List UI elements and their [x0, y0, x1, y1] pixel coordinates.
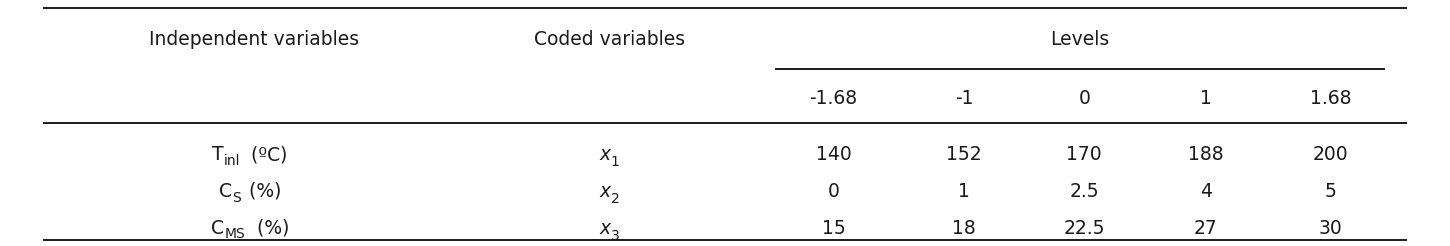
Text: inl: inl: [223, 154, 241, 168]
Text: 4: 4: [1201, 182, 1212, 201]
Text: 140: 140: [816, 145, 851, 164]
Text: 170: 170: [1066, 145, 1102, 164]
Text: S: S: [232, 191, 241, 205]
Text: 18: 18: [953, 219, 976, 238]
Text: 200: 200: [1312, 145, 1348, 164]
Text: (ºC): (ºC): [245, 145, 287, 164]
Text: -1: -1: [954, 89, 973, 108]
Text: Independent variables: Independent variables: [149, 30, 360, 49]
Text: 1: 1: [1201, 89, 1212, 108]
Text: 27: 27: [1193, 219, 1218, 238]
Text: 30: 30: [1318, 219, 1343, 238]
Text: x: x: [599, 182, 610, 201]
Text: 1: 1: [958, 182, 970, 201]
Text: MS: MS: [225, 227, 245, 241]
Text: x: x: [599, 219, 610, 238]
Text: 0: 0: [828, 182, 840, 201]
Text: Coded variables: Coded variables: [534, 30, 684, 49]
Text: 3: 3: [610, 229, 619, 243]
Text: 22.5: 22.5: [1063, 219, 1105, 238]
Text: 1.68: 1.68: [1309, 89, 1351, 108]
Text: T: T: [212, 145, 223, 164]
Text: -1.68: -1.68: [809, 89, 858, 108]
Text: (%): (%): [244, 182, 281, 201]
Text: x: x: [599, 145, 610, 164]
Text: Levels: Levels: [1050, 30, 1109, 49]
Text: 5: 5: [1325, 182, 1337, 201]
Text: 2: 2: [610, 192, 619, 206]
Text: 188: 188: [1188, 145, 1224, 164]
Text: 1: 1: [610, 155, 619, 169]
Text: 152: 152: [947, 145, 982, 164]
Text: (%): (%): [251, 219, 290, 238]
Text: 15: 15: [822, 219, 845, 238]
Text: 0: 0: [1079, 89, 1090, 108]
Text: C: C: [212, 219, 225, 238]
Text: C: C: [219, 182, 232, 201]
Text: 2.5: 2.5: [1070, 182, 1099, 201]
